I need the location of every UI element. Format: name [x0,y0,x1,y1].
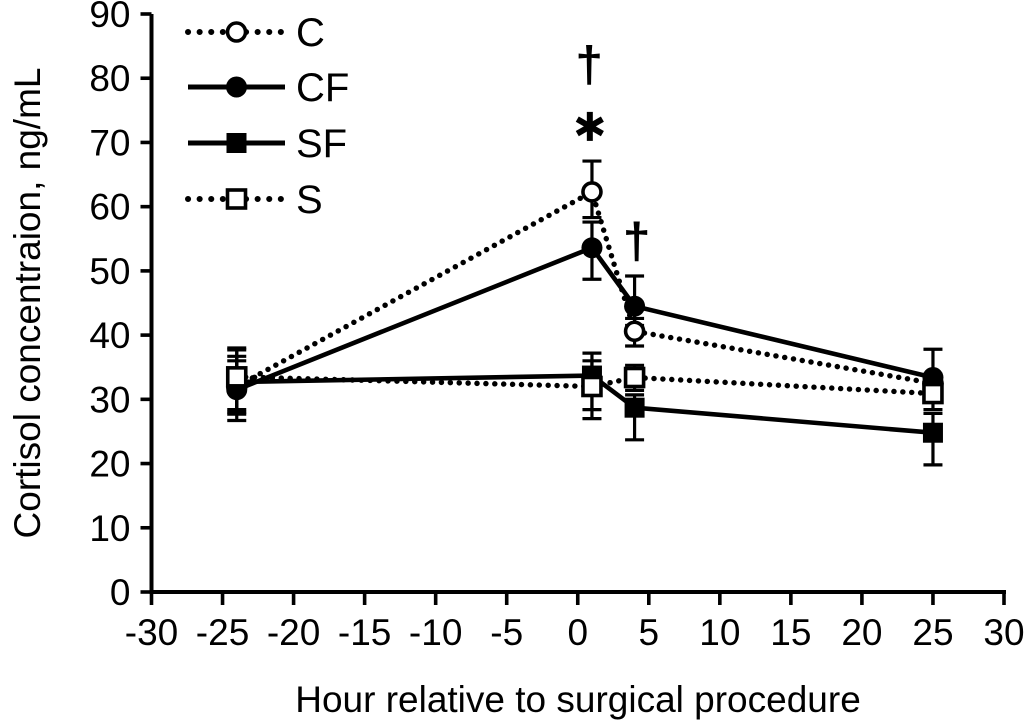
x-tick-label: 25 [912,612,953,653]
x-tick-label: 5 [639,612,660,653]
series-CF-marker [624,295,646,317]
series-C-line [234,187,936,390]
series-SF-line [236,373,934,436]
legend-label-SF: SF [296,122,347,166]
y-axis-title: Cortisol concentraion, ng/mL [7,68,48,539]
annotation-dagger-0: † [575,36,603,92]
y-tick-label: 10 [89,508,130,549]
legend-marker-SF [226,133,247,153]
legend-item-CF: CF [188,66,349,110]
series-C-marker [623,320,646,343]
series-SF-marker [624,397,645,418]
legend-item-SF: SF [188,122,347,166]
y-tick-label: 50 [89,251,130,292]
legend-marker-CF [226,76,247,98]
series-SF-marker [922,422,943,443]
x-tick-label: -5 [490,612,523,653]
x-tick-label: -20 [267,612,320,653]
x-tick-label: -30 [125,612,178,653]
x-tick-label: 30 [983,612,1024,653]
y-tick-label: 0 [110,572,131,613]
annotation-dagger-2: † [623,213,651,269]
x-tick-label: 20 [841,612,882,653]
y-tick-label: 70 [89,122,130,163]
x-tick-label: -15 [338,612,391,653]
series-S-line [234,374,936,397]
legend-marker-S [225,188,248,210]
y-tick-label: 40 [89,315,130,356]
y-tick-label: 90 [89,0,130,35]
annotation-asterisk [575,111,604,141]
y-tick-label: 30 [89,379,130,420]
x-axis-title: Hour relative to surgical procedure [295,679,861,720]
series-S-marker [225,366,248,388]
x-tick-label: -25 [196,612,249,653]
legend-label-C: C [296,11,325,55]
y-tick-label: 20 [89,444,130,485]
legend-item-S: S [185,178,323,222]
legend-marker-C [225,21,248,43]
legend-item-C: C [185,11,325,55]
series-C-markers [225,181,944,398]
x-tick-label: 10 [699,612,740,653]
series-C-marker [581,181,603,203]
legend-label-S: S [296,178,323,222]
legend-label-CF: CF [296,66,349,110]
series-S-marker [922,382,944,405]
series-CF-marker [922,366,944,388]
x-tick-label: 15 [770,612,811,653]
chart-generated-content: -30 -25 -20 -15 -10 -5 0 5 10 15 20 25 30 0 10 20 30 40 50… [89,0,1024,653]
series-S-marker [581,375,603,398]
asterisk-stroke [575,116,604,137]
x-tick-label: 0 [567,612,588,653]
series-CF-marker [581,237,603,259]
y-tick-label: 80 [89,58,130,99]
x-tick-label: -10 [409,612,462,653]
legend: C CF SF S [185,11,349,222]
series-S-markers [225,366,944,405]
series-S-marker [623,366,646,389]
y-tick-label: 60 [89,187,130,228]
series-CF-line [235,244,934,392]
